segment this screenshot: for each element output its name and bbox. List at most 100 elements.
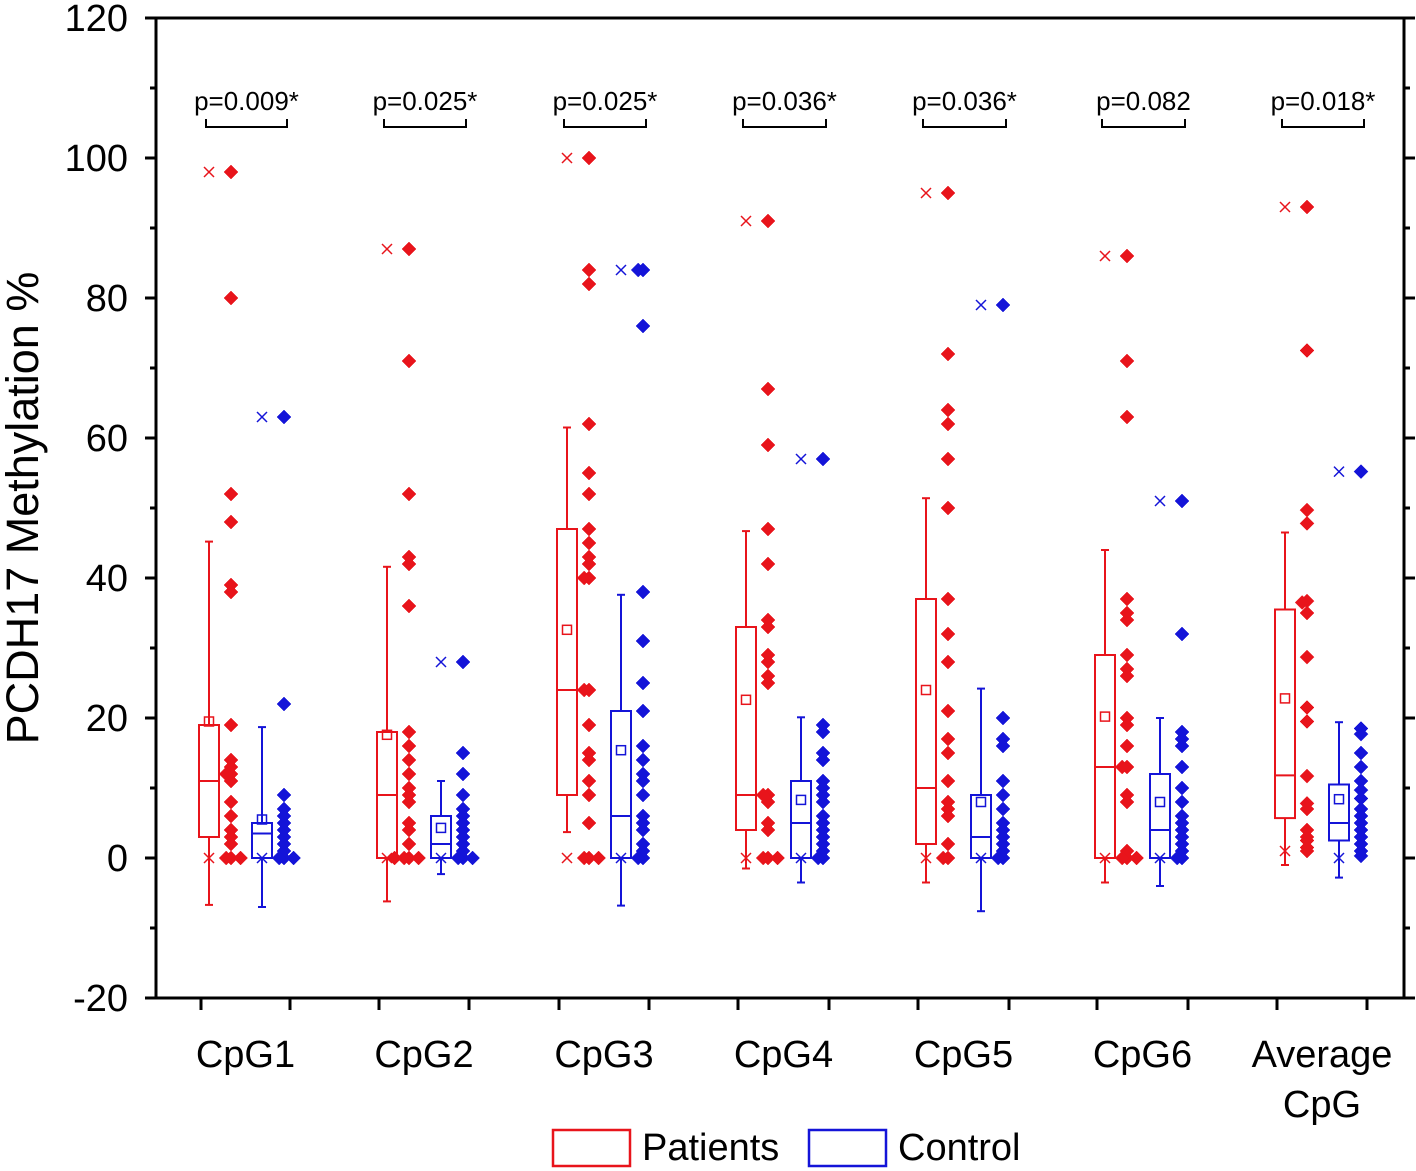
data-point xyxy=(1119,668,1135,684)
data-point xyxy=(1299,502,1315,518)
significance-bracket xyxy=(563,119,647,128)
min-marker xyxy=(795,852,807,864)
data-point xyxy=(1114,850,1130,866)
legend: Patients Control xyxy=(551,1127,1021,1169)
data-point xyxy=(1119,612,1135,628)
mean-marker xyxy=(203,716,215,727)
data-point xyxy=(1119,794,1135,810)
data-point xyxy=(995,801,1011,817)
data-point xyxy=(581,486,597,502)
max-marker xyxy=(1154,495,1166,507)
data-point xyxy=(1299,516,1315,531)
data-point xyxy=(1174,738,1190,754)
p-value-label: p=0.082 xyxy=(1096,86,1191,116)
patients-box-group xyxy=(1094,248,1144,884)
data-point xyxy=(940,773,956,789)
data-point xyxy=(1299,649,1315,665)
data-point xyxy=(465,850,480,866)
data-point xyxy=(581,521,597,537)
legend-patients-label: Patients xyxy=(642,1127,779,1169)
data-point xyxy=(581,535,597,551)
data-point xyxy=(276,696,292,712)
data-point xyxy=(581,815,597,831)
data-point xyxy=(581,416,597,432)
data-point xyxy=(581,717,597,733)
mean-marker xyxy=(1154,796,1166,808)
data-point xyxy=(1294,595,1310,610)
y-axis: -20 0 20 40 60 80 100 120 xyxy=(65,0,1415,1020)
patients-box-group xyxy=(376,241,426,903)
patients-box-group xyxy=(556,150,606,866)
legend-control-label: Control xyxy=(898,1127,1021,1169)
data-point xyxy=(581,752,597,768)
significance-bracket xyxy=(383,119,467,128)
mean-marker xyxy=(561,624,573,636)
min-marker xyxy=(920,852,932,864)
box xyxy=(251,822,273,859)
min-marker xyxy=(203,852,215,864)
data-point xyxy=(635,633,651,649)
box xyxy=(915,598,937,845)
x-tick-label: Average xyxy=(1252,1034,1393,1076)
data-point xyxy=(940,731,956,747)
data-point xyxy=(401,836,417,852)
significance-bracket xyxy=(742,119,827,128)
data-point xyxy=(455,787,471,803)
min-marker xyxy=(615,852,627,864)
significance-bracket xyxy=(205,119,288,128)
data-point xyxy=(760,822,776,838)
x-tick-label: CpG1 xyxy=(196,1034,295,1076)
y-axis-label: PCDH17 Methylation % xyxy=(0,272,48,745)
data-point xyxy=(940,591,956,607)
data-point xyxy=(810,850,826,866)
data-point xyxy=(755,850,771,866)
data-point xyxy=(401,598,417,614)
data-point xyxy=(581,276,597,292)
data-point xyxy=(940,703,956,719)
data-point xyxy=(995,787,1011,803)
x-tick-label: CpG5 xyxy=(914,1034,1013,1076)
significance-bracket xyxy=(922,119,1007,128)
y-tick-label: 20 xyxy=(86,698,128,740)
data-point xyxy=(635,318,651,334)
data-point xyxy=(630,850,646,866)
data-point xyxy=(630,262,646,278)
data-point xyxy=(218,850,234,866)
control-box-group xyxy=(430,654,480,876)
box xyxy=(790,780,812,859)
box xyxy=(1094,654,1116,859)
data-point xyxy=(233,850,248,866)
min-marker xyxy=(256,852,268,864)
data-point xyxy=(223,514,239,530)
data-point xyxy=(591,850,606,866)
max-marker xyxy=(256,411,268,423)
data-point xyxy=(815,752,831,768)
data-point xyxy=(1353,464,1369,479)
max-marker xyxy=(615,264,627,276)
mean-marker xyxy=(435,822,447,834)
data-point xyxy=(995,297,1011,313)
data-point xyxy=(401,752,417,768)
data-point xyxy=(223,794,239,810)
min-marker xyxy=(561,852,573,864)
data-point xyxy=(1299,768,1315,784)
data-point xyxy=(635,675,651,691)
data-point xyxy=(1129,850,1144,866)
max-marker xyxy=(381,243,393,255)
max-marker xyxy=(1099,250,1111,262)
legend-control-swatch xyxy=(807,1128,888,1168)
data-point xyxy=(387,850,402,866)
x-tick-label: CpG4 xyxy=(734,1034,833,1076)
max-marker xyxy=(203,166,215,178)
control-box-group xyxy=(790,451,831,884)
data-point xyxy=(455,745,471,761)
p-value-label: p=0.036* xyxy=(732,86,837,116)
box xyxy=(735,626,757,831)
data-point xyxy=(940,185,956,201)
data-point xyxy=(635,752,651,768)
plot-content: p=0.009* p=0.025* p=0.025* p=0.036* p=0.036*… xyxy=(194,86,1375,913)
data-point xyxy=(1174,493,1190,509)
data-point xyxy=(1119,591,1135,607)
data-point xyxy=(760,619,776,635)
patients-box-group xyxy=(915,185,956,884)
